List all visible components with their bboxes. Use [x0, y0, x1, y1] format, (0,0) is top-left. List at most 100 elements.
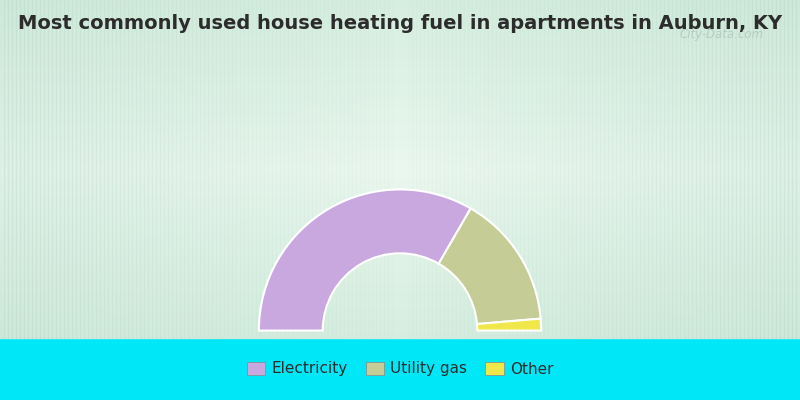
Bar: [0, 243, 800, 245]
Bar: [0, 12, 800, 14]
Bar: [444, 0, 448, 338]
Bar: [0, 47, 800, 49]
Bar: [272, 0, 276, 338]
Bar: [0, 276, 800, 277]
Bar: [0, 274, 800, 276]
Bar: [748, 0, 752, 338]
Bar: [0, 240, 800, 242]
Bar: [260, 0, 264, 338]
Bar: [0, 204, 800, 206]
Bar: [0, 181, 800, 182]
Bar: [180, 0, 184, 338]
Bar: [0, 176, 800, 178]
Bar: [328, 0, 332, 338]
Bar: [144, 0, 148, 338]
Bar: [792, 0, 796, 338]
Bar: [140, 0, 144, 338]
Bar: [540, 0, 544, 338]
Bar: [356, 0, 360, 338]
Bar: [796, 0, 800, 338]
Bar: [0, 37, 800, 39]
Bar: [388, 0, 392, 338]
Bar: [0, 232, 800, 233]
Bar: [0, 101, 800, 103]
Bar: [0, 100, 800, 101]
Bar: [472, 0, 476, 338]
Bar: [700, 0, 704, 338]
Bar: [0, 189, 800, 191]
Bar: [772, 0, 776, 338]
Bar: [452, 0, 456, 338]
Bar: [0, 171, 800, 172]
Bar: [636, 0, 640, 338]
Bar: [0, 127, 800, 128]
Bar: [4, 0, 8, 338]
Bar: [508, 0, 512, 338]
Bar: [0, 335, 800, 336]
Bar: [0, 228, 800, 230]
Bar: [736, 0, 740, 338]
Bar: [0, 93, 800, 95]
Bar: [16, 0, 20, 338]
Bar: [84, 0, 88, 338]
Bar: [0, 298, 800, 299]
Bar: [0, 196, 800, 198]
Bar: [196, 0, 200, 338]
Bar: [0, 169, 800, 171]
Bar: [0, 88, 800, 90]
Bar: [0, 81, 800, 83]
Bar: [0, 326, 800, 328]
Bar: [0, 186, 800, 188]
Bar: [0, 248, 800, 250]
Bar: [0, 247, 800, 248]
Bar: [0, 83, 800, 84]
Bar: [0, 216, 800, 218]
Bar: [268, 0, 272, 338]
Bar: [0, 250, 800, 252]
Bar: [532, 0, 536, 338]
Bar: [428, 0, 432, 338]
Bar: [728, 0, 732, 338]
Bar: [0, 86, 800, 88]
Bar: [0, 159, 800, 160]
Bar: [0, 211, 800, 213]
Bar: [0, 338, 800, 400]
Bar: [312, 0, 316, 338]
Bar: [0, 20, 800, 22]
Bar: [0, 226, 800, 228]
Bar: [0, 71, 800, 73]
Bar: [0, 117, 800, 118]
Bar: [0, 264, 800, 265]
Bar: [264, 0, 268, 338]
Bar: [240, 0, 244, 338]
Bar: [680, 0, 684, 338]
Bar: [0, 42, 800, 44]
Bar: [0, 3, 800, 5]
Bar: [664, 0, 668, 338]
Bar: [0, 302, 800, 304]
Bar: [0, 162, 800, 164]
Bar: [0, 282, 800, 284]
Bar: [352, 0, 356, 338]
Bar: [100, 0, 104, 338]
Bar: [0, 110, 800, 112]
Bar: [656, 0, 660, 338]
Bar: [0, 32, 800, 34]
Bar: [688, 0, 692, 338]
Bar: [708, 0, 712, 338]
Bar: [0, 235, 800, 237]
Bar: [0, 258, 800, 260]
Bar: [0, 287, 800, 289]
Bar: [0, 132, 800, 134]
Bar: [0, 184, 800, 186]
Bar: [364, 0, 368, 338]
Bar: [108, 0, 112, 338]
Bar: [0, 291, 800, 292]
Bar: [112, 0, 116, 338]
Bar: [0, 36, 800, 37]
Bar: [0, 206, 800, 208]
Bar: [712, 0, 716, 338]
Bar: [512, 0, 516, 338]
Bar: [0, 58, 800, 59]
Bar: [0, 130, 800, 132]
